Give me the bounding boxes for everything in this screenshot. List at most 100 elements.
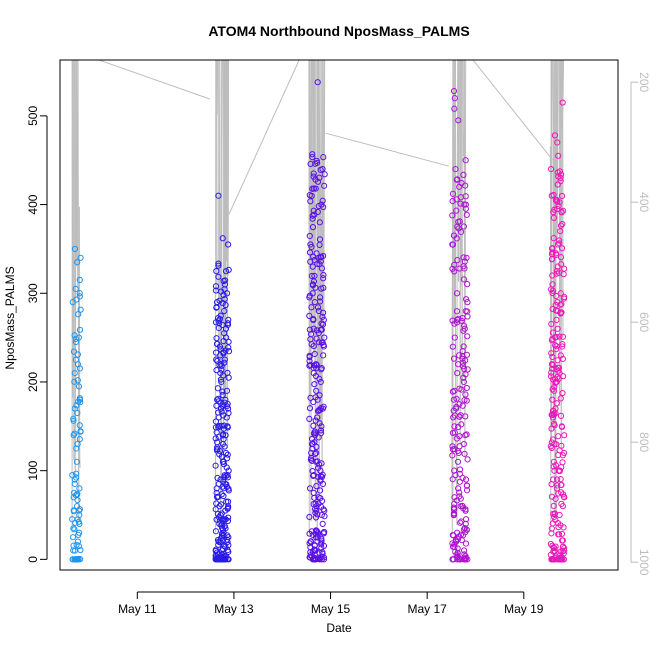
data-points-layer xyxy=(69,79,568,563)
data-point xyxy=(548,425,555,432)
zero-point xyxy=(312,556,320,563)
data-point xyxy=(548,256,556,263)
data-point xyxy=(221,330,228,337)
data-point xyxy=(456,218,463,225)
data-point xyxy=(453,435,460,442)
zero-point xyxy=(69,556,76,563)
data-point xyxy=(75,398,82,405)
data-point xyxy=(218,408,225,415)
data-point xyxy=(216,448,224,455)
data-point xyxy=(310,173,317,180)
data-point xyxy=(320,341,327,349)
data-point xyxy=(461,258,468,265)
data-point xyxy=(453,196,460,203)
transit-track-line xyxy=(472,60,554,161)
data-point xyxy=(213,549,221,556)
data-point xyxy=(551,511,558,518)
data-point xyxy=(557,254,565,261)
data-point xyxy=(553,316,560,323)
data-point xyxy=(558,192,566,200)
zero-point xyxy=(309,556,316,563)
data-point xyxy=(454,369,461,377)
data-point xyxy=(73,470,80,477)
data-point xyxy=(76,276,83,284)
data-point xyxy=(318,544,325,551)
data-point xyxy=(309,212,316,219)
data-point xyxy=(556,333,563,340)
data-point xyxy=(449,446,457,453)
y-tick-label: 100 xyxy=(26,460,40,480)
profile-track-line xyxy=(464,60,467,457)
data-point xyxy=(559,333,567,340)
data-point xyxy=(458,386,465,393)
data-point xyxy=(223,483,231,491)
data-point xyxy=(558,530,566,538)
data-point xyxy=(548,361,556,368)
data-point xyxy=(219,321,226,328)
data-point xyxy=(215,424,222,431)
data-point xyxy=(464,366,471,373)
data-point xyxy=(224,532,231,539)
x-tick-label: May 11 xyxy=(118,602,157,616)
y-tick-label: 500 xyxy=(26,106,40,126)
data-point xyxy=(451,423,458,430)
zero-point xyxy=(316,556,323,563)
data-point xyxy=(215,260,222,267)
data-point xyxy=(557,228,564,235)
data-point xyxy=(456,413,463,420)
data-point xyxy=(454,549,461,556)
data-point xyxy=(460,547,468,554)
data-point xyxy=(549,353,556,361)
right-tick-label: 600 xyxy=(637,312,650,332)
data-point xyxy=(558,423,566,431)
data-point xyxy=(310,185,317,192)
data-point xyxy=(560,491,567,498)
data-point xyxy=(551,375,559,382)
zero-point xyxy=(449,556,456,563)
data-point xyxy=(450,396,457,403)
data-point xyxy=(311,439,318,446)
data-point xyxy=(460,171,467,178)
x-tick-label: May 19 xyxy=(504,602,544,616)
data-point xyxy=(320,154,327,161)
data-point xyxy=(558,261,565,268)
data-point xyxy=(69,516,76,523)
data-point xyxy=(548,481,555,488)
plot-frame xyxy=(59,59,619,571)
data-point xyxy=(456,443,463,450)
data-point xyxy=(552,462,559,469)
data-point xyxy=(223,464,230,471)
data-point xyxy=(556,240,563,247)
data-point xyxy=(452,538,460,545)
data-point xyxy=(223,472,230,479)
data-point xyxy=(548,369,555,376)
data-point xyxy=(74,351,81,358)
data-point xyxy=(212,283,220,290)
data-point xyxy=(312,509,319,516)
data-point xyxy=(557,476,564,483)
data-point xyxy=(72,335,79,343)
data-point xyxy=(307,362,314,369)
profile-track-line xyxy=(318,60,321,226)
data-point xyxy=(559,220,566,228)
data-point xyxy=(220,372,227,379)
data-point xyxy=(76,395,83,402)
data-point xyxy=(548,350,555,357)
data-point xyxy=(306,485,314,492)
data-point xyxy=(554,482,561,489)
data-point xyxy=(306,232,313,240)
y-tick-label: 200 xyxy=(26,372,40,392)
data-point xyxy=(307,456,315,463)
data-point xyxy=(72,519,79,526)
data-point xyxy=(462,157,469,164)
data-point xyxy=(557,222,565,229)
data-point xyxy=(319,313,326,320)
data-point xyxy=(306,415,313,423)
data-point xyxy=(223,455,231,462)
data-point xyxy=(311,272,318,279)
data-point xyxy=(464,299,471,306)
data-point xyxy=(73,296,80,303)
data-point xyxy=(552,543,559,550)
transit-track-line xyxy=(228,60,300,215)
data-point xyxy=(451,334,458,341)
